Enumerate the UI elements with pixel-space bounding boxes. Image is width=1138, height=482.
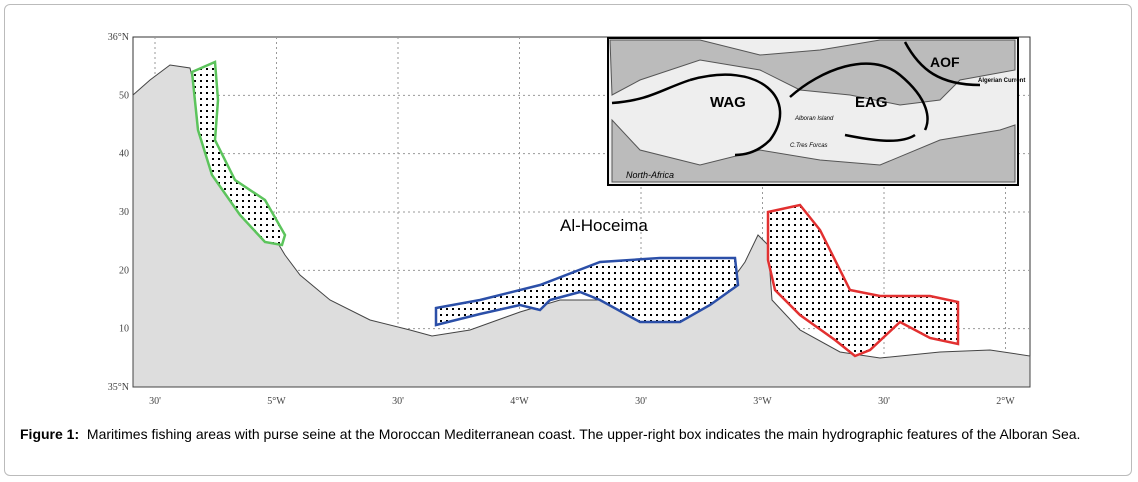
- place-label: Al-Hoceima: [560, 216, 648, 235]
- map: Al-Hoceima WAG EAG AOF Algerian Current …: [108, 32, 1031, 407]
- caption-text: Maritimes fishing areas with purse seine…: [86, 426, 1081, 442]
- lat-label: 50: [119, 90, 129, 101]
- lat-label: 35°N: [108, 382, 129, 393]
- inset-label: Alboran Island: [794, 116, 834, 122]
- lat-label: 10: [119, 324, 129, 335]
- lon-label: 30': [149, 396, 161, 407]
- caption: Figure 1: Maritimes fishing areas with p…: [20, 426, 1110, 443]
- lat-label: 30: [119, 207, 129, 218]
- lon-label: 30': [635, 396, 647, 407]
- fishing-area-central: [434, 256, 740, 327]
- lat-label: 20: [119, 265, 129, 276]
- figure-frame: [4, 4, 1132, 476]
- inset-label: WAG: [710, 94, 746, 111]
- lon-label: 30': [878, 396, 890, 407]
- lat-label: 40: [119, 149, 129, 160]
- inset-label: North-Africa: [626, 170, 674, 180]
- lon-label: 4°W: [510, 396, 529, 407]
- inset-label: EAG: [855, 94, 888, 111]
- inset-label: AOF: [930, 54, 960, 70]
- inset: [607, 37, 1019, 186]
- inset-label: C.Tres Forcas: [790, 143, 828, 149]
- caption-label: Figure 1:: [20, 426, 80, 442]
- lon-label: 30': [392, 396, 404, 407]
- lon-label: 3°W: [753, 396, 772, 407]
- lat-label: 36°N: [108, 32, 129, 43]
- lon-label: 5°W: [267, 396, 286, 407]
- lon-label: 2°W: [996, 396, 1015, 407]
- fishing-area-west: [190, 60, 287, 247]
- fishing-area-east: [766, 203, 960, 358]
- inset-label: Algerian Current: [978, 78, 1025, 84]
